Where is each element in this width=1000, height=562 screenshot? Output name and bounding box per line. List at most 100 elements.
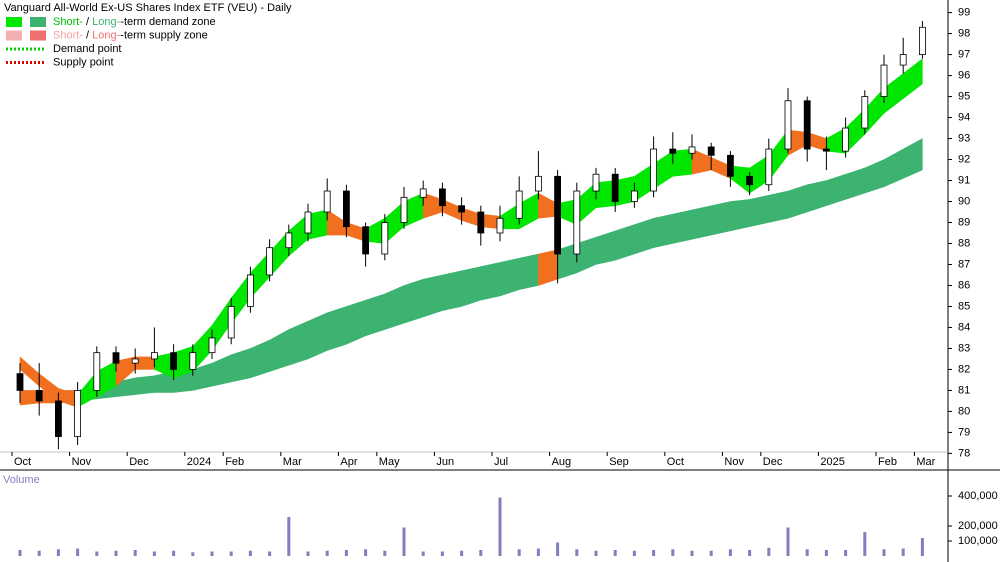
- x-tick-label: Feb: [878, 456, 897, 468]
- y-tick-label: 91: [958, 174, 970, 186]
- legend-text: Long-: [92, 29, 120, 41]
- zone-band: [730, 199, 750, 232]
- volume-bar: [114, 550, 118, 556]
- y-tick-label: 81: [958, 384, 970, 396]
- candle-body: [55, 400, 62, 438]
- y-tick-label: 79: [958, 426, 970, 438]
- volume-bar: [383, 550, 387, 556]
- volume-bar: [248, 550, 252, 556]
- candle-body: [669, 148, 677, 154]
- volume-bar: [767, 547, 771, 556]
- candle-body: [458, 205, 466, 213]
- zone-band: [518, 253, 539, 290]
- zone-band: [614, 224, 635, 261]
- candle-body: [285, 232, 293, 249]
- candle-body: [150, 352, 158, 360]
- volume-bar: [786, 527, 790, 556]
- zone-band: [269, 329, 290, 372]
- candle-body: [515, 190, 523, 219]
- volume-bar: [172, 550, 176, 556]
- zone-band: [307, 312, 328, 360]
- x-tick-label: Jun: [436, 456, 454, 468]
- x-tick-label: Dec: [129, 456, 149, 468]
- volume-bar: [18, 550, 22, 556]
- legend-text: Supply point: [53, 56, 114, 68]
- x-tick-label: Dec: [763, 456, 783, 468]
- candle-body: [631, 190, 638, 202]
- zone-band: [883, 148, 904, 188]
- x-tick-label: Oct: [14, 456, 31, 468]
- y-tick-label: 83: [958, 342, 970, 354]
- zone-band: [346, 299, 366, 345]
- x-tick-label: Nov: [72, 456, 92, 468]
- candle-body: [74, 390, 81, 438]
- candle-body: [170, 352, 178, 370]
- y-tick-label: 78: [958, 447, 970, 459]
- candle-body: [131, 358, 139, 364]
- candle-body: [688, 146, 696, 154]
- volume-bar: [460, 550, 464, 556]
- zone-band: [442, 270, 462, 311]
- legend-swatch: [6, 17, 22, 27]
- y-tick-label: 99: [958, 7, 970, 19]
- legend-label: Short- / Long--term supply zone: [53, 29, 208, 41]
- candle-body: [727, 154, 734, 177]
- y-tick-label: 92: [958, 153, 970, 165]
- candle-body: [419, 188, 427, 198]
- zone-band: [864, 159, 885, 194]
- volume-bar: [671, 549, 675, 556]
- candle-body: [803, 100, 811, 150]
- zone-band: [461, 266, 482, 307]
- volume-bar: [536, 548, 540, 556]
- volume-bar: [920, 538, 924, 556]
- zone-band: [250, 339, 270, 379]
- zone-band: [365, 293, 386, 337]
- volume-tick-label: 200,000: [958, 520, 998, 532]
- volume-bar: [479, 550, 483, 556]
- candle-body: [842, 127, 849, 152]
- zone-band: [595, 230, 616, 265]
- x-tick-label: Apr: [340, 456, 357, 468]
- zone-band: [499, 257, 520, 297]
- volume-bar: [690, 550, 694, 556]
- zone-band: [768, 190, 789, 223]
- zone-band: [787, 184, 808, 219]
- legend-text: /: [83, 16, 92, 28]
- candle-body: [246, 274, 254, 307]
- legend-text: Short-: [53, 16, 83, 28]
- volume-bar: [37, 550, 41, 556]
- candle-body: [477, 211, 485, 234]
- zone-band: [480, 262, 501, 301]
- volume-bar: [306, 551, 310, 556]
- legend-swatch: [30, 30, 46, 41]
- legend-text: /: [83, 29, 92, 41]
- volume-bar: [901, 548, 905, 556]
- volume-bar: [748, 550, 752, 556]
- zone-band: [672, 209, 693, 244]
- x-tick-label: Oct: [667, 456, 684, 468]
- volume-bar: [210, 551, 214, 556]
- candle-body: [823, 148, 830, 152]
- volume-bar: [498, 497, 502, 556]
- volume-bar: [844, 550, 848, 556]
- zone-band: [134, 375, 155, 395]
- legend-swatch: [6, 30, 22, 41]
- candle-body: [535, 175, 542, 192]
- zone-band: [826, 173, 846, 207]
- legend-text: Demand point: [53, 43, 122, 55]
- legend-text: Long-: [92, 16, 120, 28]
- y-tick-label: 89: [958, 216, 970, 228]
- legend-label: Demand point: [53, 43, 122, 55]
- zone-band: [326, 306, 347, 351]
- x-tick-label: Jul: [494, 456, 508, 468]
- candle-body: [611, 173, 619, 202]
- legend-label: Supply point: [53, 56, 114, 68]
- volume-tick-label: 100,000: [958, 535, 998, 547]
- zone-band: [710, 201, 731, 236]
- x-tick-label: Sep: [609, 456, 629, 468]
- volume-bar: [613, 550, 617, 556]
- zone-band: [653, 213, 674, 249]
- zone-band: [691, 205, 712, 240]
- zone-band: [902, 138, 923, 179]
